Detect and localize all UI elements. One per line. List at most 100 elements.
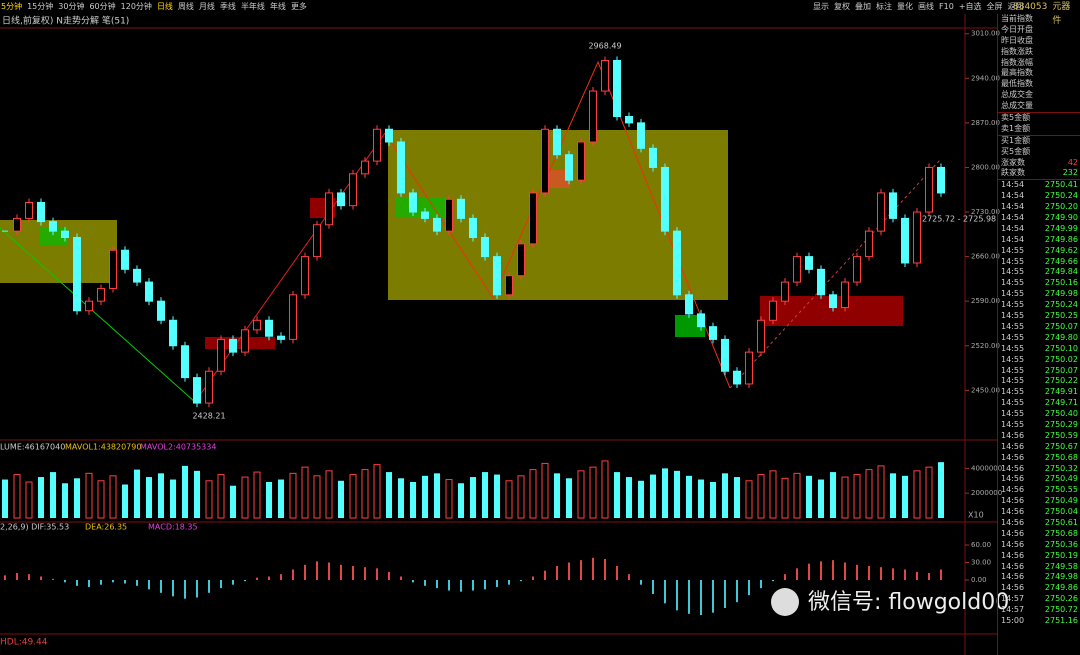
tick-price: 2750.07 — [1044, 321, 1078, 331]
candle — [853, 256, 861, 283]
volume-bar — [698, 479, 704, 518]
volume-bar — [938, 462, 944, 518]
candle — [889, 192, 897, 219]
tool-button[interactable]: 复权 — [834, 2, 850, 11]
volume-bar — [662, 468, 668, 518]
y-tick-label: 2450.00 — [971, 386, 1000, 394]
volume-bar — [769, 470, 777, 519]
candle — [733, 370, 741, 385]
candle — [577, 141, 585, 181]
period-button[interactable]: 30分钟 — [58, 2, 85, 11]
volume-bar — [865, 469, 873, 519]
tick-price: 2749.91 — [1044, 387, 1078, 397]
tool-button[interactable]: 标注 — [876, 2, 892, 11]
field-label: 最低指数 — [1001, 79, 1033, 89]
tick-price: 2750.49 — [1044, 496, 1078, 506]
volume-bar — [13, 474, 21, 519]
volume-bar — [734, 477, 740, 518]
tool-button[interactable]: 画线 — [918, 2, 934, 11]
tick-price: 2750.49 — [1044, 474, 1078, 484]
period-button[interactable]: 半年线 — [240, 2, 265, 11]
candle — [289, 294, 297, 340]
candle — [805, 256, 813, 270]
tick-time: 14:55 — [1001, 300, 1025, 310]
tool-button[interactable]: 全屏 — [986, 2, 1003, 11]
tick-price: 2749.71 — [1044, 398, 1078, 408]
candle — [673, 230, 681, 296]
volume-bar — [601, 460, 609, 519]
period-button[interactable]: 60分钟 — [89, 2, 116, 11]
volume-bar — [278, 479, 284, 518]
tick-price: 2750.36 — [1044, 539, 1078, 549]
period-button[interactable]: 日线 — [156, 2, 173, 11]
tick-price: 2749.90 — [1044, 213, 1078, 223]
scale-label: X10 — [968, 511, 984, 520]
period-button[interactable]: 周线 — [177, 2, 194, 11]
volume-bar — [109, 475, 117, 519]
y-tick-label: 2000000 — [971, 489, 1002, 497]
volume-bar — [361, 469, 369, 519]
tick-time: 14:56 — [1001, 496, 1025, 506]
candle — [817, 268, 825, 296]
row: 当前指数 — [998, 14, 1080, 25]
candle — [757, 319, 765, 353]
period-button[interactable]: 5分钟 — [1, 2, 23, 11]
period-button[interactable]: 更多 — [290, 2, 307, 11]
row: 跌家数 232 — [998, 168, 1080, 181]
period-button[interactable]: 15分钟 — [27, 2, 54, 11]
period-button[interactable]: 年线 — [269, 2, 286, 11]
row: 总成交金 — [998, 90, 1080, 101]
tick-time: 14:56 — [1001, 474, 1025, 484]
candle — [457, 198, 465, 219]
y-tick-label: 2660.00 — [971, 253, 1000, 261]
field-label: 当前指数 — [1001, 14, 1033, 23]
tool-button[interactable]: 叠加 — [855, 2, 871, 11]
tick-price: 2750.02 — [1044, 354, 1078, 364]
period-button[interactable]: 月线 — [198, 2, 215, 11]
candle — [37, 201, 45, 223]
row: 14:56 2750.36 — [998, 540, 1080, 551]
row: 买5金额 — [998, 147, 1080, 158]
tool-button[interactable]: 量化 — [897, 2, 913, 11]
period-button[interactable]: 120分钟 — [120, 2, 152, 11]
period-button[interactable]: 季线 — [219, 2, 236, 11]
candle — [25, 201, 33, 219]
candle — [505, 275, 513, 296]
tick-time: 14:56 — [1001, 539, 1025, 549]
tool-button[interactable]: 显示 — [813, 2, 829, 11]
candle — [601, 59, 609, 92]
tick-time: 15:00 — [1001, 615, 1025, 625]
y-tick-label: 3010.00 — [971, 30, 1000, 38]
candle — [301, 256, 309, 296]
candle — [109, 249, 117, 289]
tick-time: 14:55 — [1001, 354, 1025, 364]
volume-bar — [793, 472, 801, 519]
candle — [277, 335, 285, 340]
volume-bar — [122, 484, 128, 518]
candle — [721, 338, 729, 372]
tool-button[interactable]: 返回 — [1007, 2, 1024, 11]
volume-bar — [313, 475, 321, 519]
candle — [469, 217, 477, 239]
tick-time: 14:55 — [1001, 409, 1025, 419]
tool-button[interactable]: F10 — [939, 2, 954, 11]
row: 15:00 2751.16 — [998, 616, 1080, 627]
volume-bar — [422, 475, 428, 518]
candle — [325, 192, 333, 226]
tick-time: 14:54 — [1001, 180, 1025, 190]
tick-price: 2750.04 — [1044, 507, 1078, 517]
row: 最低指数 — [998, 79, 1080, 90]
name-text: 元器件 — [1052, 2, 1071, 26]
tool-button[interactable]: +自选 — [958, 2, 982, 11]
field-label: 卖1金额 — [1001, 123, 1031, 133]
y-tick-label: 30.00 — [971, 558, 991, 566]
row: 14:56 2750.04 — [998, 507, 1080, 518]
volume-bar — [158, 473, 164, 518]
row: 14:55 2749.91 — [998, 387, 1080, 398]
tick-price: 2750.32 — [1044, 463, 1078, 473]
tick-time: 14:55 — [1001, 343, 1025, 353]
box — [395, 198, 445, 218]
tick-price: 2749.86 — [1044, 234, 1078, 244]
candle — [337, 192, 345, 207]
